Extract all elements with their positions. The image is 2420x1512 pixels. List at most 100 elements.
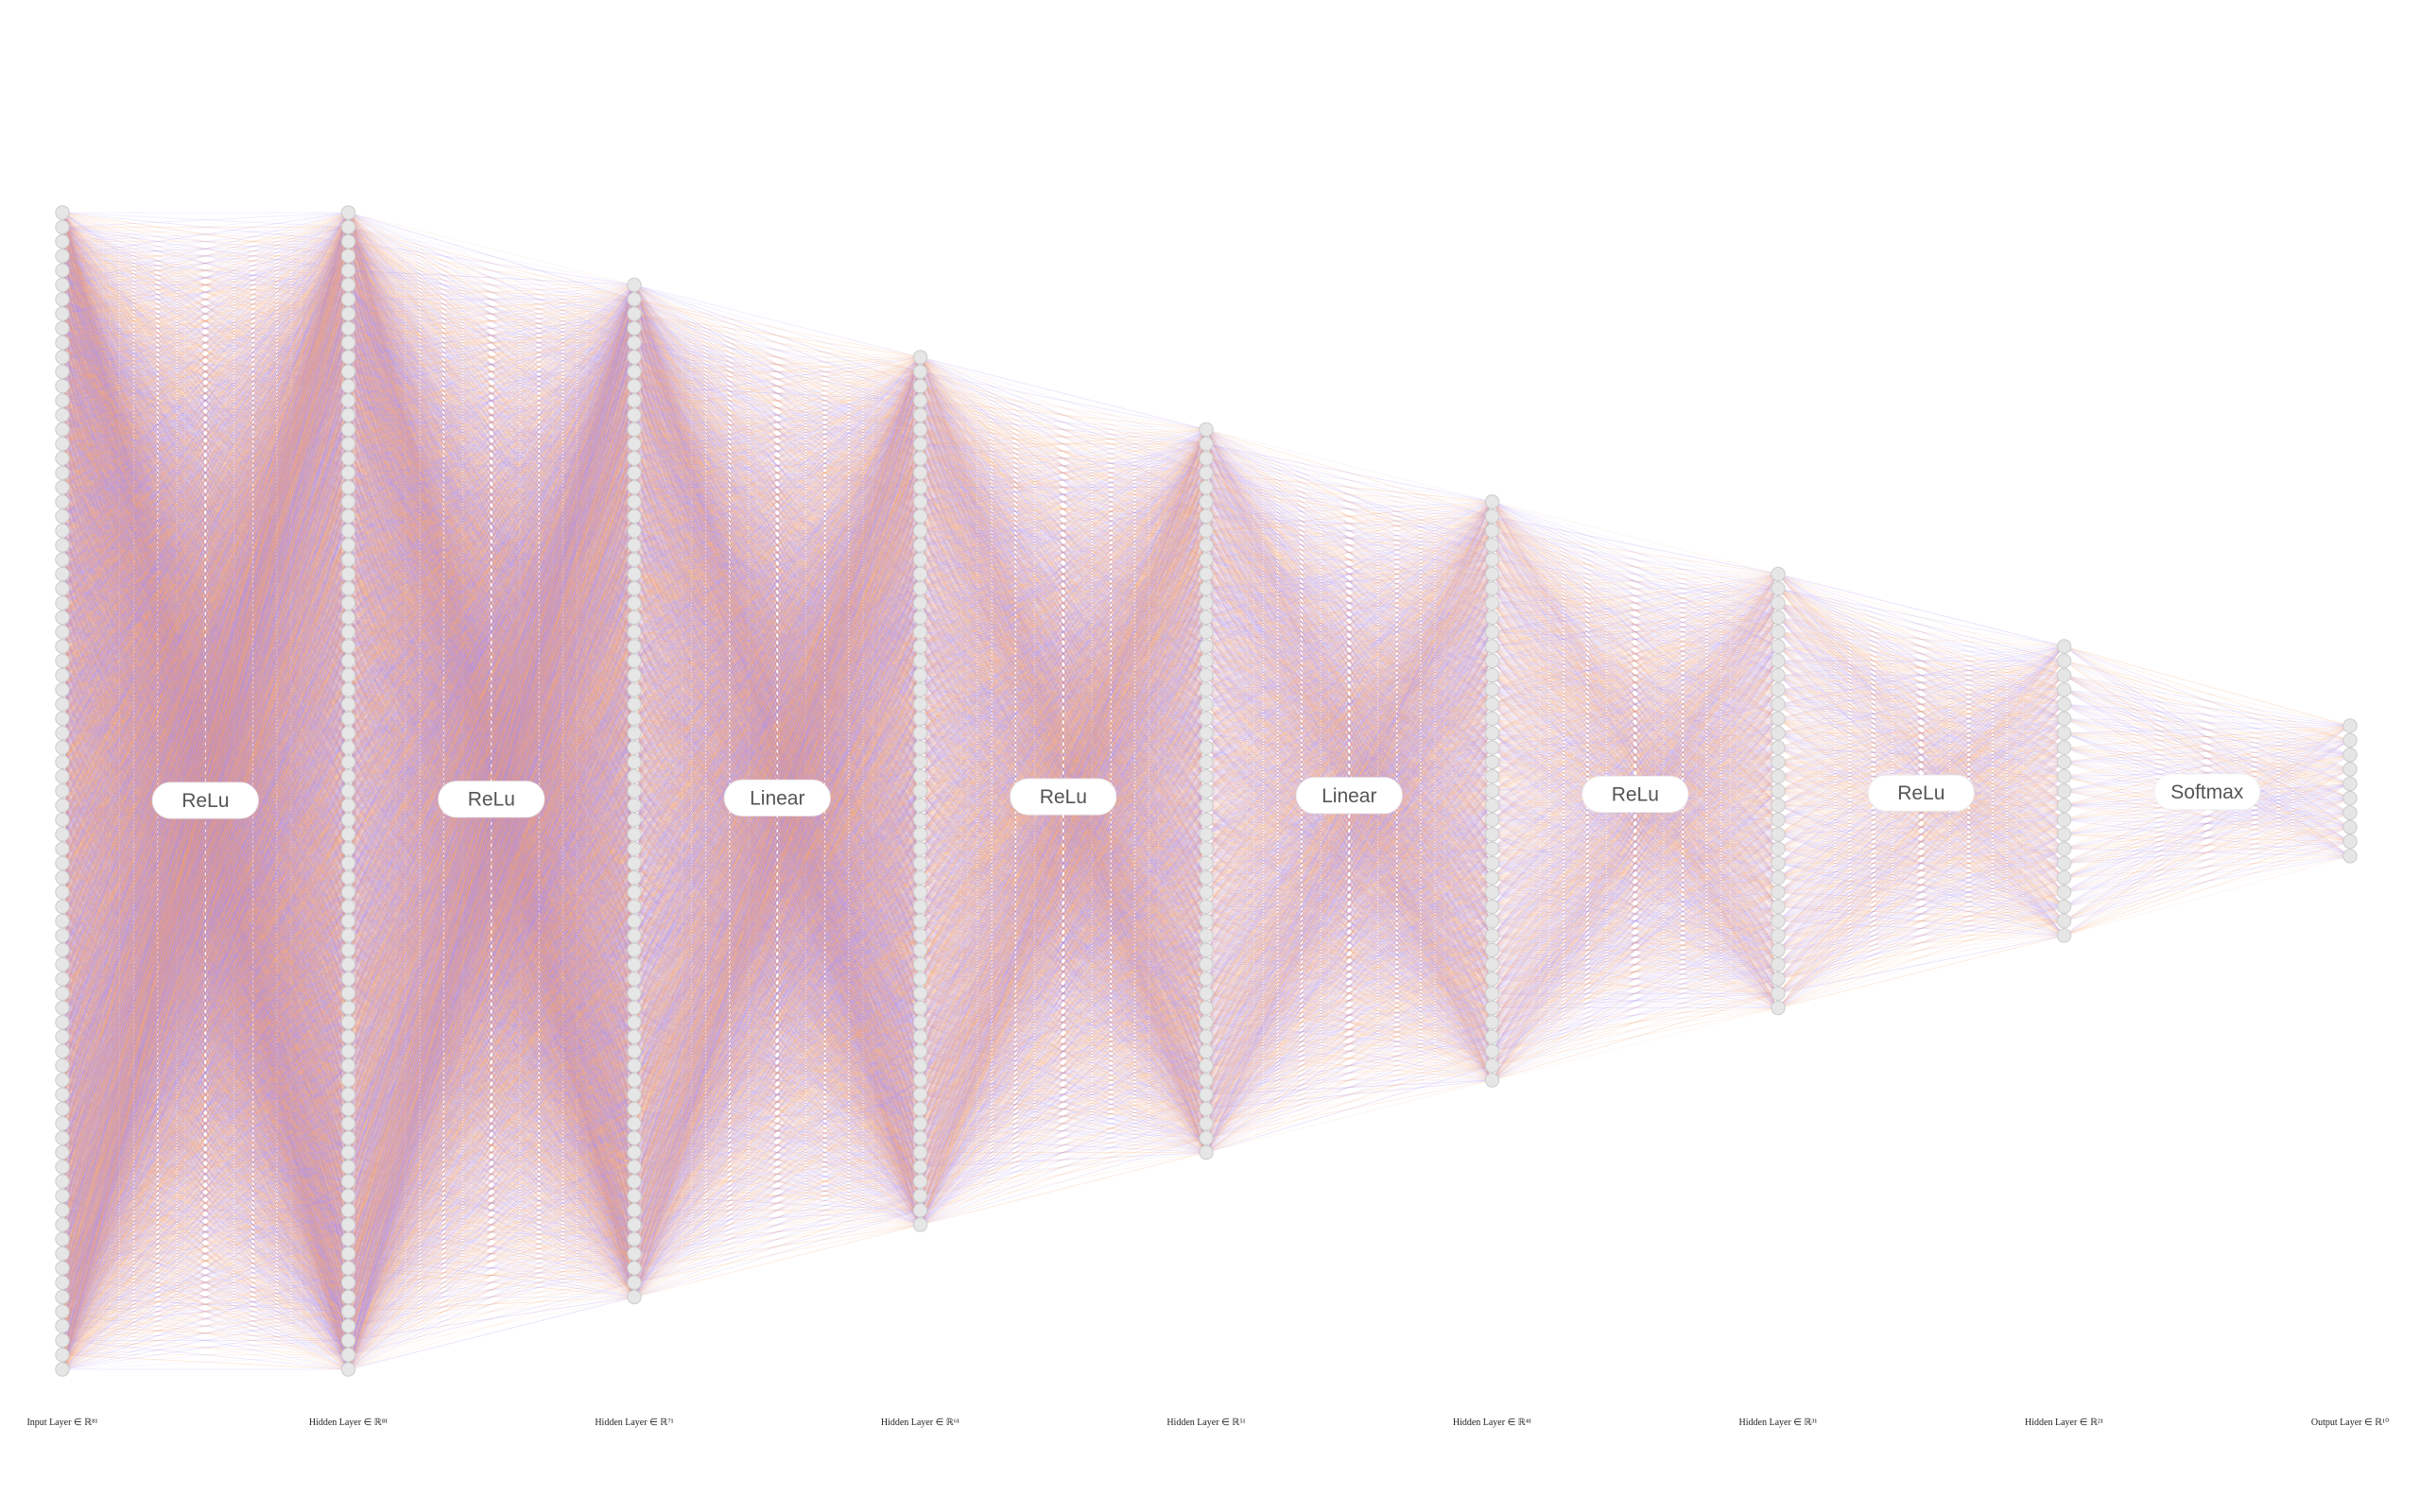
neuron <box>1200 755 1213 768</box>
neuron <box>628 610 641 624</box>
neuron <box>913 379 926 392</box>
neuron <box>1200 567 1213 580</box>
neuron <box>913 539 926 552</box>
neuron <box>341 1016 354 1029</box>
layer-label-6: Hidden Layer ∈ ℝ⁴¹ <box>1453 1418 1531 1428</box>
neuron <box>2057 727 2070 740</box>
neuron <box>341 784 354 798</box>
neuron <box>56 915 69 928</box>
neuron <box>1200 943 1213 956</box>
neuron <box>341 1074 354 1087</box>
neuron <box>56 466 69 479</box>
neuron <box>913 1189 926 1202</box>
neuron <box>1200 885 1213 899</box>
neuron <box>1772 929 1785 942</box>
neuron <box>2343 763 2357 776</box>
neuron <box>1485 784 1498 798</box>
neuron <box>1485 683 1498 696</box>
neuron <box>341 408 354 421</box>
neuron <box>628 1001 641 1014</box>
activation-relu-2: ReLu <box>439 782 544 817</box>
neuron <box>2343 777 2357 790</box>
neuron <box>2057 683 2070 696</box>
neuron <box>1485 915 1498 928</box>
neuron <box>56 828 69 841</box>
neuron <box>913 770 926 783</box>
neuron <box>56 438 69 451</box>
neuron <box>628 1246 641 1260</box>
neuron <box>628 1074 641 1087</box>
neuron <box>913 842 926 855</box>
activation-relu-6: ReLu <box>1582 777 1688 813</box>
neuron <box>628 336 641 350</box>
neuron <box>56 741 69 754</box>
neuron <box>1485 929 1498 942</box>
neuron <box>1200 422 1213 436</box>
neuron <box>913 466 926 479</box>
neuron <box>1485 610 1498 624</box>
neuron <box>341 351 354 364</box>
neuron <box>341 539 354 552</box>
neuron <box>1485 668 1498 681</box>
neuron <box>1200 915 1213 928</box>
neuron <box>628 1276 641 1289</box>
neuron <box>1485 596 1498 610</box>
neuron <box>628 1059 641 1073</box>
neuron <box>628 885 641 899</box>
neuron <box>2057 770 2070 783</box>
neuron <box>2343 791 2357 804</box>
neuron <box>56 1131 69 1144</box>
neuron <box>2057 755 2070 768</box>
neuron <box>1200 553 1213 566</box>
neuron <box>1200 900 1213 913</box>
neuron <box>913 1117 926 1130</box>
neuron <box>56 307 69 320</box>
activation-label: Softmax <box>2170 782 2244 803</box>
neuron <box>913 567 926 580</box>
neuron <box>56 1074 69 1087</box>
neuron <box>341 307 354 320</box>
neuron <box>56 524 69 537</box>
neuron <box>1200 987 1213 1000</box>
neuron <box>56 683 69 696</box>
neuron <box>1485 856 1498 869</box>
neuron <box>56 1319 69 1332</box>
neuron <box>56 1305 69 1318</box>
neuron <box>913 1145 926 1159</box>
neuron <box>341 1204 354 1217</box>
neuron <box>341 206 354 219</box>
neuron <box>341 1030 354 1043</box>
neuron <box>1485 813 1498 826</box>
layer-label-9: Output Layer ∈ ℝ¹⁰ <box>2311 1418 2389 1428</box>
neuron <box>913 509 926 523</box>
neuron <box>1485 697 1498 711</box>
layer-label-7: Hidden Layer ∈ ℝ³¹ <box>1739 1418 1818 1428</box>
neuron <box>1485 1016 1498 1029</box>
neuron <box>1200 452 1213 465</box>
neuron <box>1200 1088 1213 1101</box>
neuron <box>2057 640 2070 653</box>
activation-label: Linear <box>1322 785 1376 807</box>
neuron <box>341 1305 354 1318</box>
neuron <box>913 481 926 494</box>
neuron <box>1485 1001 1498 1014</box>
neuron <box>341 524 354 537</box>
layer-1-neurons <box>56 206 69 1376</box>
layer-label-5: Hidden Layer ∈ ℝ⁵¹ <box>1167 1418 1245 1428</box>
neuron <box>1485 626 1498 639</box>
neuron <box>913 640 926 653</box>
neuron <box>1200 582 1213 595</box>
neuron <box>913 668 926 681</box>
neuron <box>341 336 354 350</box>
layer-9-neurons <box>2343 719 2357 863</box>
neuron <box>56 770 69 783</box>
neuron <box>628 770 641 783</box>
neuron <box>1485 567 1498 580</box>
neuron <box>56 249 69 263</box>
neuron <box>628 321 641 335</box>
neuron <box>1772 1001 1785 1014</box>
neuron <box>1485 972 1498 986</box>
neuron <box>341 1319 354 1332</box>
neuron <box>628 539 641 552</box>
neuron <box>341 915 354 928</box>
